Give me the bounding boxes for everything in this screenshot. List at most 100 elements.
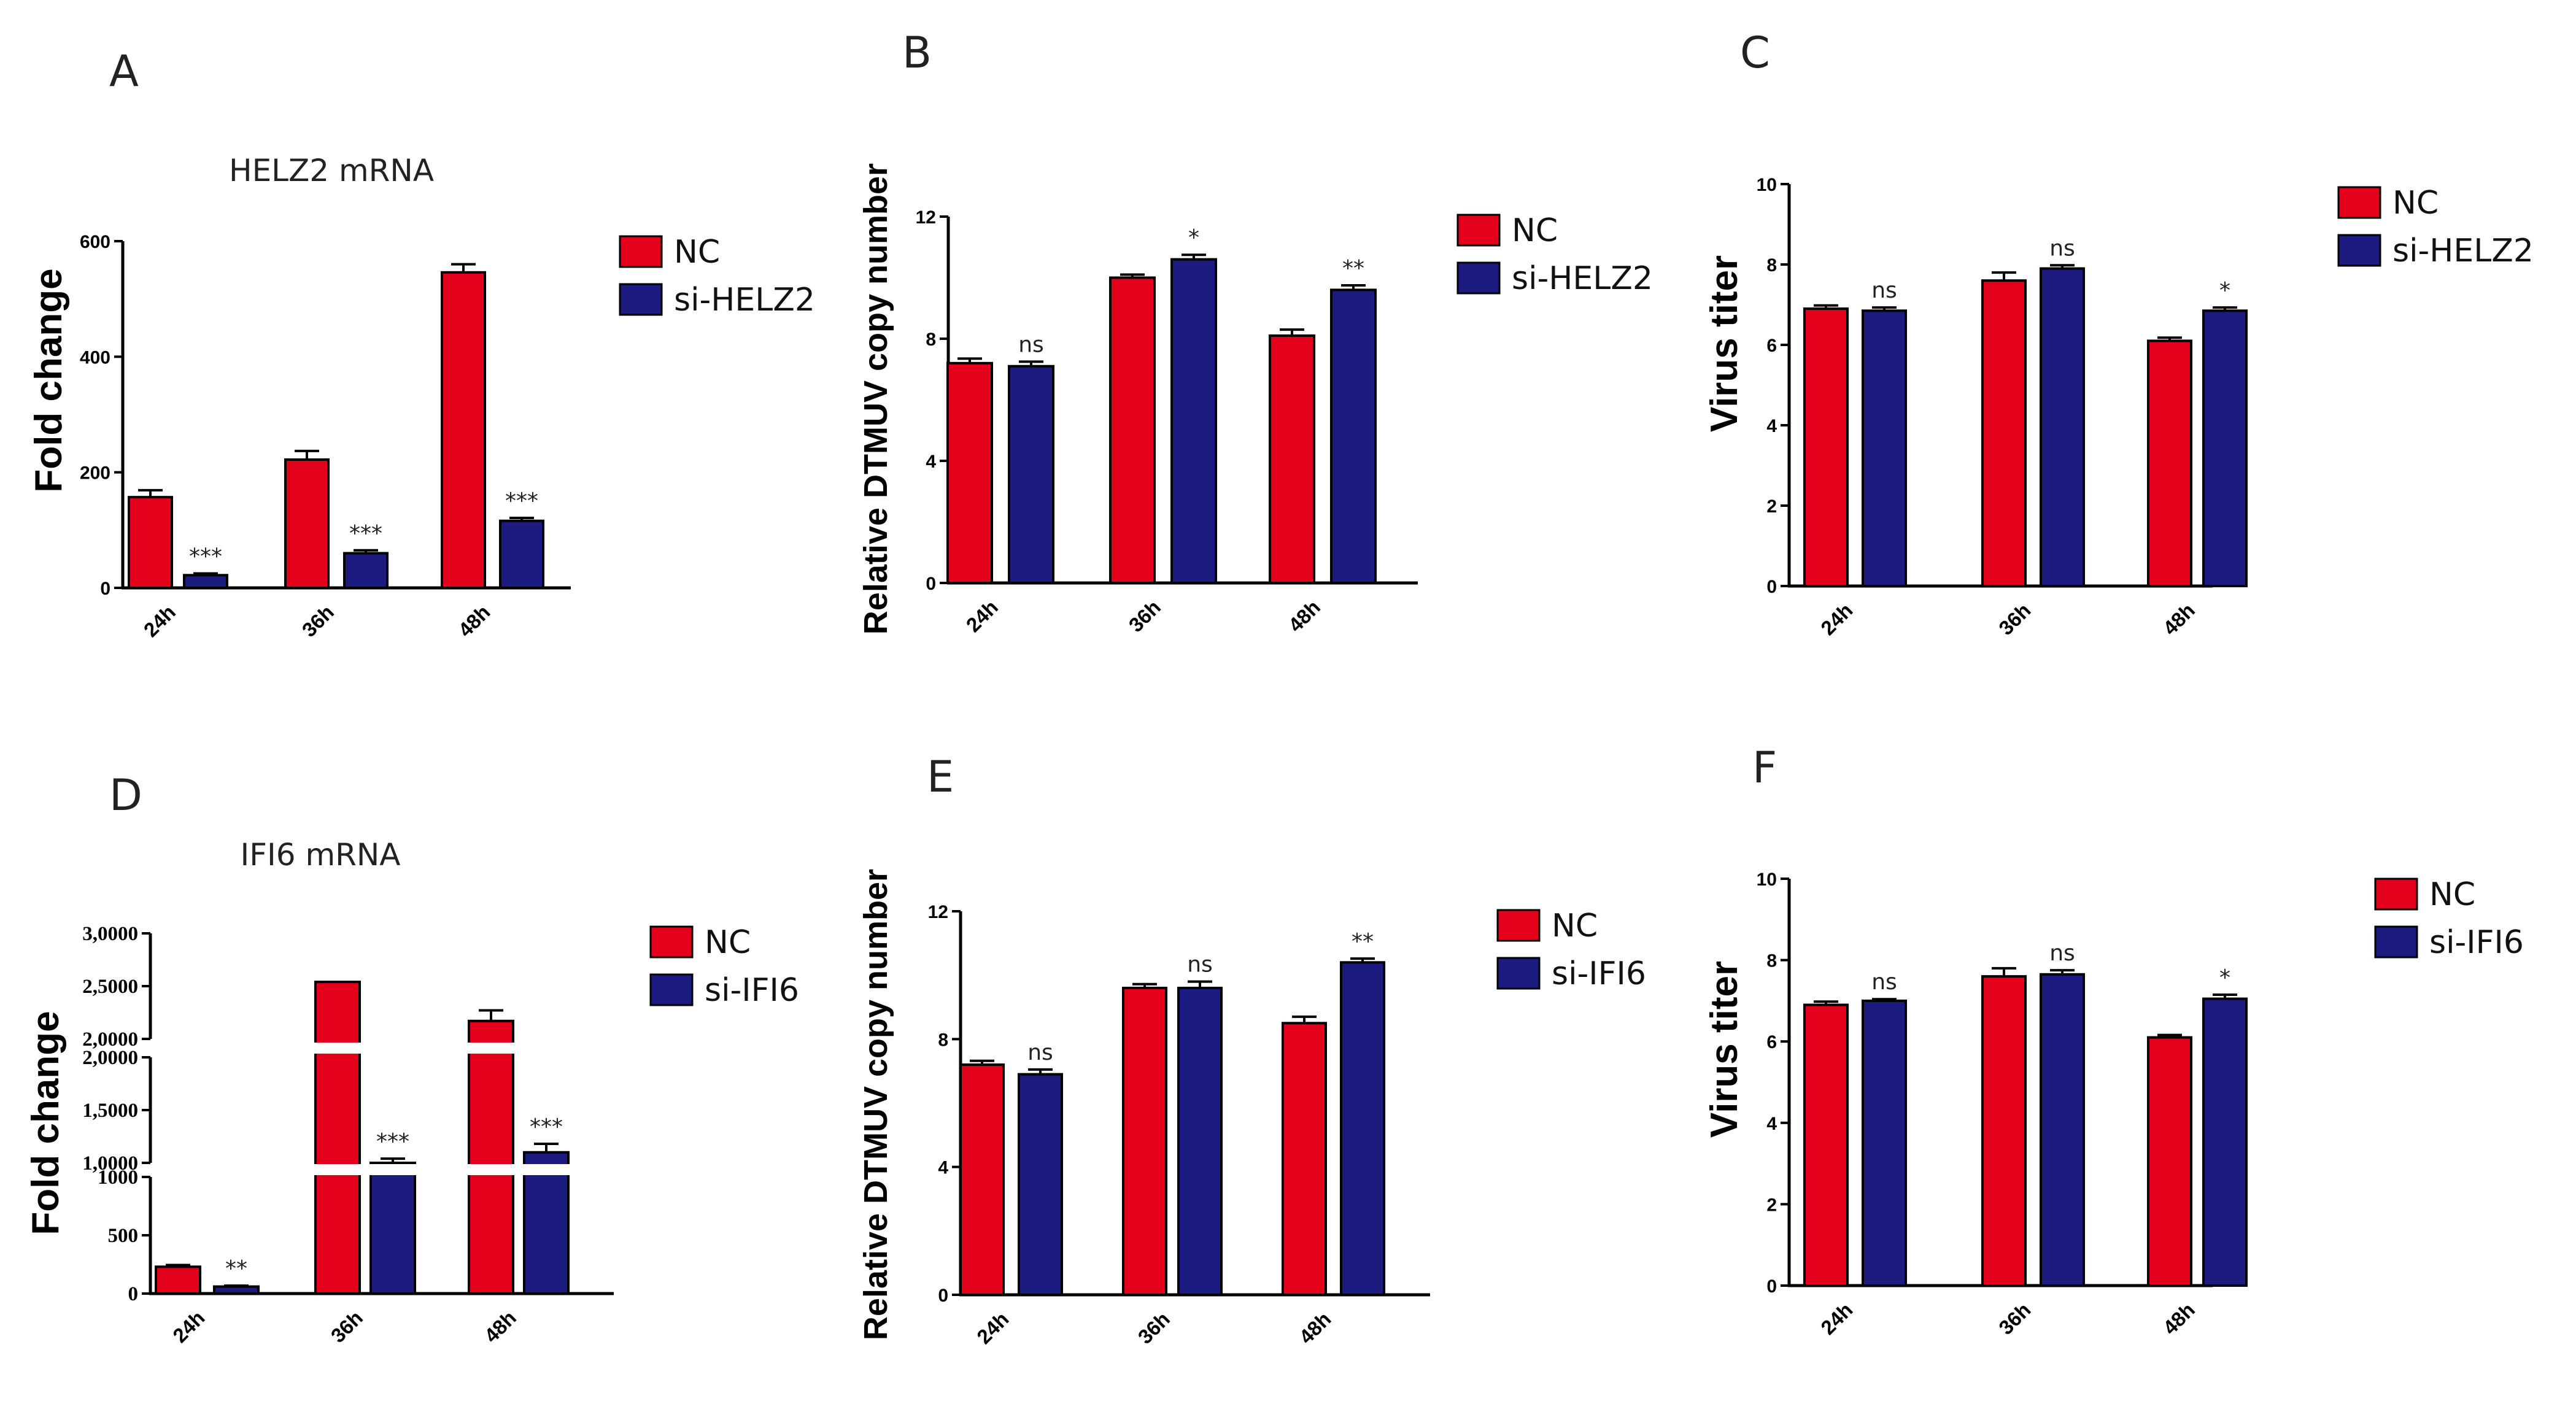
bar-si	[2040, 267, 2085, 587]
bar-si	[183, 574, 228, 589]
x-tick-label: 48h	[2159, 1298, 2199, 1339]
bar-si	[1862, 309, 1907, 587]
legend-label: si-IFI6	[705, 972, 799, 1009]
legend-swatch	[2337, 186, 2381, 219]
legend-label: NC	[2392, 185, 2439, 222]
x-tick-label: 36h	[1134, 1308, 1174, 1348]
bar-nc	[284, 458, 330, 590]
bar-si	[499, 519, 544, 589]
significance-label: ns	[2049, 236, 2075, 261]
bar-si	[2202, 997, 2248, 1287]
legend-swatch	[1456, 261, 1501, 295]
chart-title: IFI6 mRNA	[240, 837, 400, 873]
legend-label: si-IFI6	[2429, 924, 2524, 961]
y-tick-label: 0	[938, 1286, 948, 1306]
legend-swatch	[1496, 957, 1541, 990]
y-tick-label: 2,5000	[82, 976, 138, 998]
bar-si	[1018, 1073, 1063, 1296]
y-tick-label: 0	[100, 579, 110, 599]
legend-label: si-HELZ2	[674, 282, 815, 318]
legend-swatch	[619, 283, 663, 316]
bar-nc	[1981, 975, 2027, 1287]
significance-label: **	[1352, 929, 1374, 954]
y-tick-label: 4	[1766, 416, 1777, 436]
y-tick-label: 4	[938, 1158, 948, 1178]
panel-letter: C	[1740, 28, 1770, 78]
y-tick-label: 0	[926, 574, 936, 594]
axis-break-gap	[152, 1164, 616, 1175]
bar-si	[343, 552, 389, 589]
bar-nc	[155, 1265, 201, 1295]
bar-si	[1170, 258, 1217, 584]
bar-nc	[314, 981, 361, 1295]
x-tick-label: 24h	[168, 1306, 209, 1347]
x-tick-label: 36h	[1994, 1298, 2035, 1339]
y-tick-label: 4	[926, 452, 936, 472]
bar-nc	[128, 496, 173, 589]
legend-swatch	[1496, 909, 1541, 942]
bar-nc	[2147, 339, 2192, 587]
y-tick-label: 10	[1757, 175, 1777, 195]
bar-nc	[1282, 1022, 1327, 1296]
bar-nc	[1803, 1003, 1849, 1287]
x-tick-label: 24h	[1816, 599, 1857, 639]
significance-label: *	[2219, 278, 2230, 303]
axis-break-gap	[152, 1043, 616, 1054]
y-tick-label: 2,0000	[82, 1047, 138, 1069]
x-tick-label: 48h	[1284, 596, 1325, 636]
bar-nc	[959, 1063, 1005, 1296]
x-tick-label: 48h	[454, 601, 494, 641]
x-tick-label: 24h	[139, 601, 180, 641]
significance-label: *	[1188, 225, 1199, 250]
legend-swatch	[649, 925, 694, 959]
x-tick-label: 24h	[1816, 1298, 1857, 1339]
significance-label: ns	[1871, 278, 1897, 303]
y-axis-label: Relative DTMUV copy number	[857, 869, 894, 1340]
bar-nc	[1981, 279, 2027, 587]
y-tick-label: 0	[1766, 577, 1777, 597]
legend-label: si-IFI6	[1552, 955, 1646, 992]
y-tick-label: 200	[80, 463, 110, 484]
y-tick-label: 8	[1766, 255, 1777, 276]
y-axis-label: Virus titer	[1703, 255, 1746, 432]
legend-swatch	[1456, 214, 1501, 247]
y-tick-label: 12	[916, 207, 936, 228]
bar-nc	[946, 361, 993, 584]
bar-nc	[1269, 334, 1315, 585]
y-tick-label: 1,5000	[82, 1100, 138, 1122]
bar-si	[369, 1162, 416, 1295]
bar-nc	[1803, 307, 1849, 587]
bar-nc	[468, 1019, 514, 1295]
y-axis-label: Relative DTMUV copy number	[857, 163, 894, 635]
y-tick-label: 8	[938, 1030, 948, 1050]
bar-nc	[1122, 987, 1167, 1296]
significance-label: ***	[530, 1114, 563, 1140]
legend-label: si-HELZ2	[1512, 260, 1653, 297]
y-tick-label: 8	[1766, 951, 1777, 971]
legend-label: NC	[705, 924, 751, 961]
x-tick-label: 24h	[962, 596, 1002, 636]
legend-swatch	[649, 973, 694, 1006]
x-tick-label: 36h	[1124, 596, 1165, 636]
panel-letter: B	[902, 28, 932, 78]
y-tick-label: 400	[80, 347, 110, 368]
y-tick-label: 3,0000	[82, 923, 138, 945]
bar-nc	[2147, 1036, 2192, 1287]
bar-si	[213, 1285, 260, 1295]
panel-letter: D	[109, 770, 142, 820]
significance-label: ***	[349, 521, 382, 546]
panel-letter: E	[927, 752, 954, 802]
legend-swatch	[619, 235, 663, 268]
bar-nc	[441, 271, 486, 590]
panel-letter: F	[1752, 743, 1777, 793]
x-tick-label: 24h	[972, 1308, 1013, 1348]
chart-title: HELZ2 mRNA	[229, 153, 434, 188]
legend-label: NC	[1512, 212, 1558, 249]
x-tick-label: 36h	[298, 601, 338, 641]
bar-si	[1008, 365, 1054, 585]
legend-swatch	[2337, 234, 2381, 267]
significance-label: ns	[1187, 952, 1213, 978]
bar-si	[2202, 309, 2248, 587]
significance-label: ns	[1871, 970, 1897, 995]
